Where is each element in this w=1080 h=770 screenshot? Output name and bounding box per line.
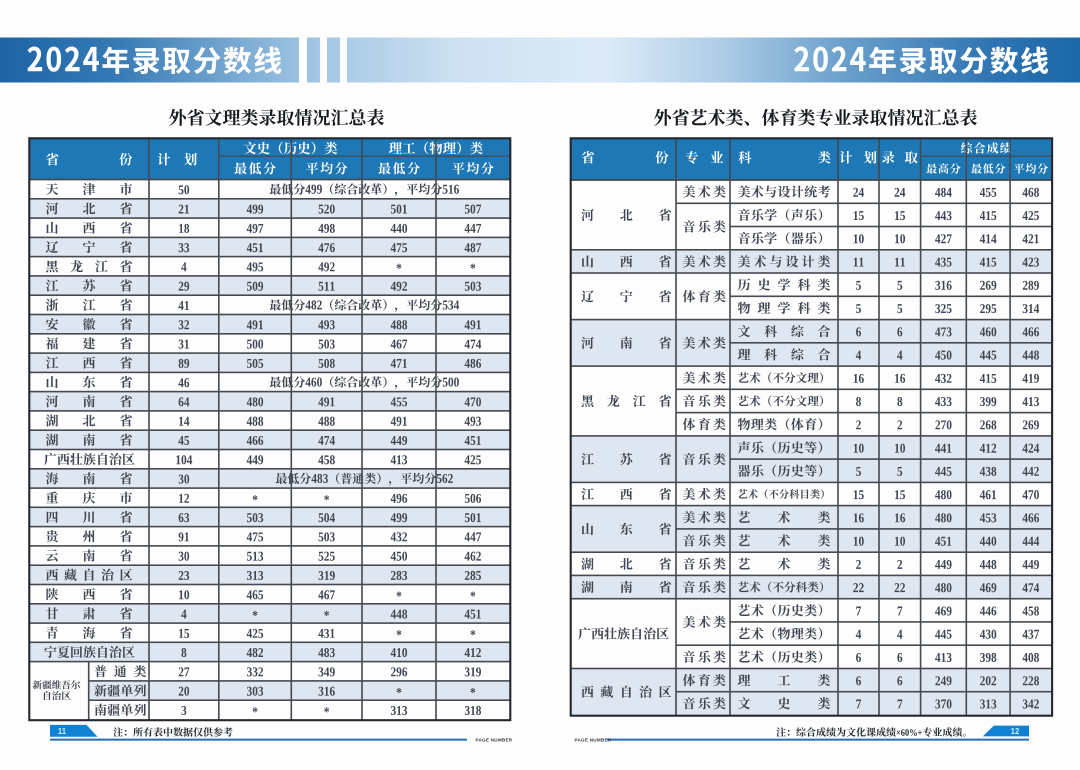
svg-text:PAGE NUMBER: PAGE NUMBER: [575, 738, 612, 743]
svg-text:12: 12: [1011, 727, 1020, 736]
svg-text:11: 11: [58, 727, 67, 736]
svg-text:PAGE NUMBER: PAGE NUMBER: [476, 738, 513, 743]
